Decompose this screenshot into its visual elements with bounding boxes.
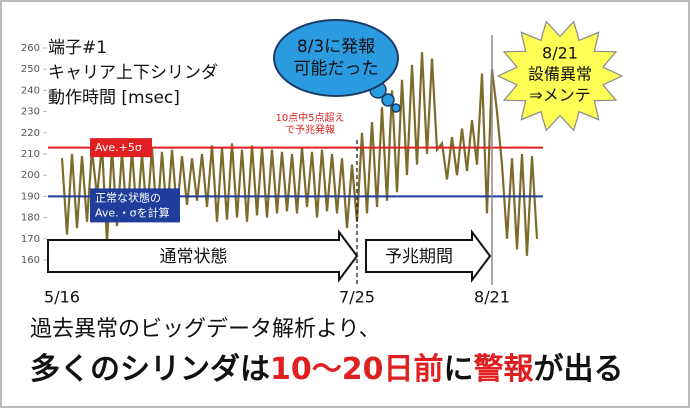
x-tick-label: 5/16 (44, 288, 80, 307)
footer-line: 過去異常のビッグデータ解析より、 (30, 317, 381, 342)
bubble-text: 可能だった (294, 59, 379, 79)
y-tick-label: 210 (21, 149, 40, 160)
chart-title: キャリア上下シリンダ (48, 63, 218, 83)
bubble (273, 19, 399, 97)
burst-text: 8/21 (542, 44, 578, 63)
data-line (60, 52, 539, 256)
reference-label-box (90, 138, 152, 158)
bubble-tail (391, 103, 401, 113)
reference-label-box (90, 188, 180, 223)
period-arrow-label: 予兆期間 (385, 247, 453, 267)
y-tick-label: 170 (21, 234, 40, 245)
burst-text: 設備異常 (528, 65, 592, 84)
x-tick-label: 8/21 (474, 288, 510, 307)
footer-part: 多くのシリンダは (30, 352, 270, 387)
period-arrow-label: 通常状態 (160, 247, 228, 267)
y-tick-label: 200 (21, 170, 40, 181)
footer-part: 警報 (474, 352, 535, 387)
footer-part: が出る (534, 352, 624, 387)
bubble-tail (381, 93, 395, 107)
chart-title: 端子#1 (48, 38, 107, 58)
bubble-text: 8/3に発報 (297, 37, 375, 57)
alert-note: で予兆発報 (285, 123, 335, 136)
reference-label: Ave.・σを計算 (95, 205, 170, 219)
y-tick-label: 180 (21, 213, 40, 224)
period-arrow (47, 229, 359, 283)
period-arrow (365, 229, 492, 283)
y-tick-label: 260 (21, 43, 40, 54)
y-tick-label: 230 (21, 107, 40, 118)
y-tick-label: 240 (21, 85, 40, 96)
y-tick-label: 160 (21, 255, 40, 266)
footer-part: 10〜20日前 (270, 352, 444, 387)
chart-title: 動作時間 [msec] (48, 88, 180, 108)
y-tick-label: 190 (21, 191, 40, 202)
reference-label: 正常な状態の (95, 190, 161, 204)
reference-label: Ave.+5σ (95, 141, 142, 154)
y-tick-label: 250 (21, 64, 40, 75)
y-tick-label: 220 (21, 128, 40, 139)
starburst (496, 20, 624, 132)
x-tick-label: 7/25 (339, 288, 375, 307)
footer-part: に (444, 352, 474, 387)
alert-note: 10点中5点超え (275, 111, 344, 124)
footer-emphasis: 多くのシリンダは10〜20日前に警報が出る (30, 352, 624, 387)
burst-text: ⇒メンテ (529, 86, 590, 105)
